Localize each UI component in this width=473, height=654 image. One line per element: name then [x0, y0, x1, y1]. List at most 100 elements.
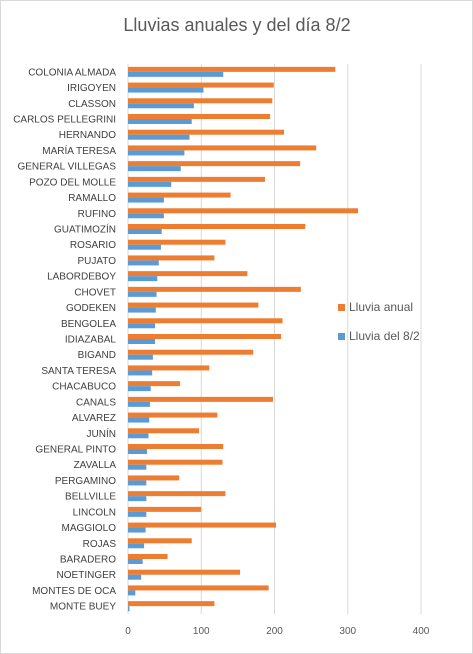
bar-lluvia-8-2: [128, 229, 162, 234]
category-label: CLASSON: [68, 99, 116, 110]
bar-lluvia-anual: [128, 98, 273, 104]
bar-lluvia-anual: [128, 412, 218, 418]
bar-lluvia-8-2: [128, 166, 181, 172]
category-label: COLONIA ALMADA: [28, 67, 116, 78]
category-label: MARÍA TERESA: [42, 144, 116, 157]
bar-lluvia-8-2: [128, 119, 192, 124]
bar-lluvia-anual: [128, 475, 180, 481]
legend-swatch: [338, 333, 345, 340]
bars: [128, 66, 359, 612]
bar-lluvia-anual: [128, 569, 241, 575]
legend-swatch: [338, 304, 345, 311]
bar-lluvia-8-2: [128, 260, 159, 266]
x-tick-label: 300: [339, 626, 356, 637]
bar-lluvia-8-2: [128, 181, 172, 187]
category-label: GENERAL VILLEGAS: [17, 162, 116, 173]
bar-lluvia-anual: [128, 459, 223, 465]
bar-lluvia-8-2: [128, 464, 147, 470]
bar-lluvia-8-2: [128, 606, 130, 612]
bar-lluvia-anual: [128, 601, 215, 607]
category-label: GUATIMOZÍN: [54, 223, 116, 236]
bar-lluvia-anual: [128, 585, 269, 591]
x-tick-label: 100: [193, 626, 210, 637]
category-label: MONTES DE OCA: [32, 586, 116, 597]
category-label: JUNÍN: [87, 427, 116, 440]
bar-lluvia-anual: [128, 334, 282, 339]
bar-lluvia-anual: [128, 538, 192, 544]
category-label: CHACABUCO: [52, 382, 116, 393]
bar-lluvia-8-2: [128, 559, 143, 564]
bar-lluvia-8-2: [128, 496, 147, 502]
bar-lluvia-anual: [128, 302, 259, 308]
bar-lluvia-anual: [128, 114, 271, 119]
bar-lluvia-8-2: [128, 71, 224, 77]
category-label: CANALS: [76, 397, 116, 408]
bar-lluvia-8-2: [128, 87, 204, 93]
bar-lluvia-anual: [128, 286, 301, 292]
bar-lluvia-anual: [128, 444, 224, 449]
bar-lluvia-8-2: [128, 244, 161, 250]
bar-lluvia-8-2: [128, 370, 153, 376]
category-label: POZO DEL MOLLE: [29, 177, 116, 188]
category-label: NOETINGER: [57, 570, 116, 581]
bar-lluvia-8-2: [128, 527, 146, 533]
category-label: RAMALLO: [68, 193, 116, 204]
category-label: IDIAZABAL: [65, 335, 117, 346]
category-label: CARLOS PELLEGRINI: [13, 115, 116, 126]
bar-lluvia-8-2: [128, 449, 148, 454]
bar-lluvia-anual: [128, 161, 301, 167]
bar-lluvia-anual: [128, 208, 359, 214]
bar-lluvia-anual: [128, 381, 181, 387]
category-label: ROSARIO: [70, 240, 116, 251]
category-label: GODEKEN: [66, 303, 116, 314]
bar-lluvia-anual: [128, 129, 285, 135]
bar-lluvia-8-2: [128, 574, 142, 580]
category-label: CHOVET: [74, 287, 116, 298]
x-tick-label: 400: [413, 626, 430, 637]
category-label: BARADERO: [60, 555, 116, 566]
category-label: LINCOLN: [73, 507, 116, 518]
legend-label: Lluvia del 8/2: [349, 329, 420, 343]
category-label: ALVAREZ: [72, 413, 116, 424]
x-tick-label: 0: [125, 626, 131, 637]
bar-lluvia-8-2: [128, 590, 136, 596]
bar-lluvia-8-2: [128, 339, 156, 344]
bar-lluvia-anual: [128, 554, 168, 559]
bar-lluvia-anual: [128, 428, 200, 434]
bar-lluvia-8-2: [128, 417, 150, 423]
category-label: BELLVILLE: [65, 492, 116, 503]
bar-lluvia-anual: [128, 145, 317, 151]
category-label: MONTE BUEY: [50, 602, 116, 613]
bar-lluvia-8-2: [128, 480, 147, 486]
category-label: LABORDEBOY: [47, 272, 116, 283]
category-label: RUFINO: [78, 209, 117, 220]
legend-label: Lluvia anual: [349, 300, 413, 314]
category-label: ROJAS: [83, 539, 117, 550]
category-label: IRIGOYEN: [67, 83, 116, 94]
bar-lluvia-8-2: [128, 103, 194, 109]
bar-lluvia-8-2: [128, 150, 185, 156]
category-label: SANTA TERESA: [41, 366, 116, 377]
bar-lluvia-anual: [128, 365, 210, 371]
bar-lluvia-8-2: [128, 511, 147, 517]
category-labels: COLONIA ALMADA IRIGOYEN CLASSON CARLOS PELL…: [13, 67, 116, 612]
bar-lluvia-anual: [128, 396, 274, 402]
bar-lluvia-8-2: [128, 213, 164, 219]
bar-lluvia-8-2: [128, 291, 157, 297]
bar-lluvia-anual: [128, 318, 283, 324]
category-label: ZAVALLA: [74, 460, 117, 471]
category-label: HERNANDO: [59, 130, 116, 141]
bar-lluvia-anual: [128, 491, 226, 497]
category-label: GENERAL PINTO: [35, 445, 116, 456]
bar-lluvia-8-2: [128, 323, 156, 329]
bar-lluvia-8-2: [128, 134, 190, 140]
bar-lluvia-8-2: [128, 354, 153, 360]
bar-lluvia-anual: [128, 224, 306, 229]
bar-lluvia-anual: [128, 522, 276, 528]
bar-lluvia-anual: [128, 82, 274, 88]
bar-lluvia-8-2: [128, 307, 156, 313]
bar-lluvia-anual: [128, 271, 248, 277]
x-tick-labels: 0 100 200 300 400: [125, 626, 430, 637]
